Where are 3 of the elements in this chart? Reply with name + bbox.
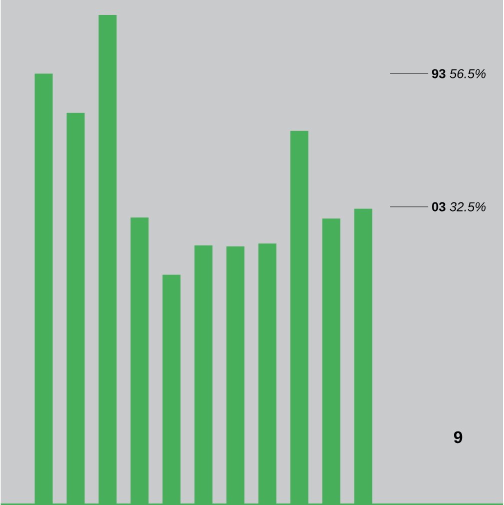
text: 9 [454, 431, 462, 444]
text: 93 56.5% [432, 69, 486, 78]
text: 03 32.5% [432, 202, 486, 212]
